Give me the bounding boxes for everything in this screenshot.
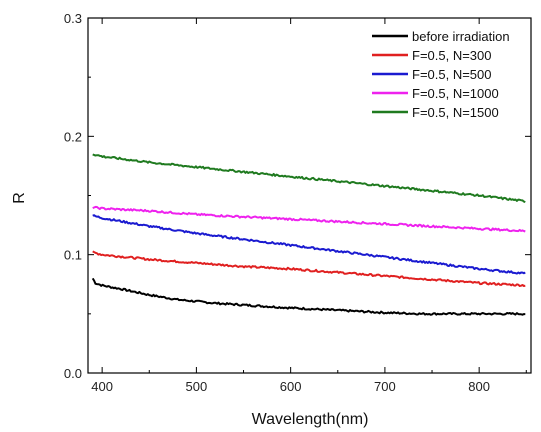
series-line-3 [92,214,526,275]
axes-layer: 400 500 600 700 800 0.0 0.1 0.2 0.3 [64,11,532,394]
y-tick-label: 0.2 [64,129,82,144]
legend-label-1: before irradiation [412,29,510,44]
x-tick-label: 600 [280,379,302,394]
y-axis-title: R [11,192,28,204]
y-tick-label: 0.0 [64,366,82,381]
legend-label-4: F=0.5, N=1000 [412,86,499,101]
series-line-4 [92,205,526,233]
x-axis-title: Wavelength(nm) [252,411,369,428]
x-tick-label: 700 [374,379,396,394]
series-line-1 [91,277,526,316]
x-tick-label: 500 [186,379,208,394]
x-tick-label: 800 [468,379,490,394]
y-tick-label: 0.1 [64,248,82,263]
x-tick-label: 400 [91,379,113,394]
legend-label-3: F=0.5, N=500 [412,67,492,82]
legend-label-5: F=0.5, N=1500 [412,105,499,120]
legend-label-2: F=0.5, N=300 [412,48,492,63]
series-line-2 [92,250,526,287]
y-tick-label: 0.3 [64,11,82,26]
series-layer [91,153,526,316]
legend: before irradiation F=0.5, N=300 F=0.5, N=5… [372,29,510,120]
series-line-5 [92,153,526,204]
